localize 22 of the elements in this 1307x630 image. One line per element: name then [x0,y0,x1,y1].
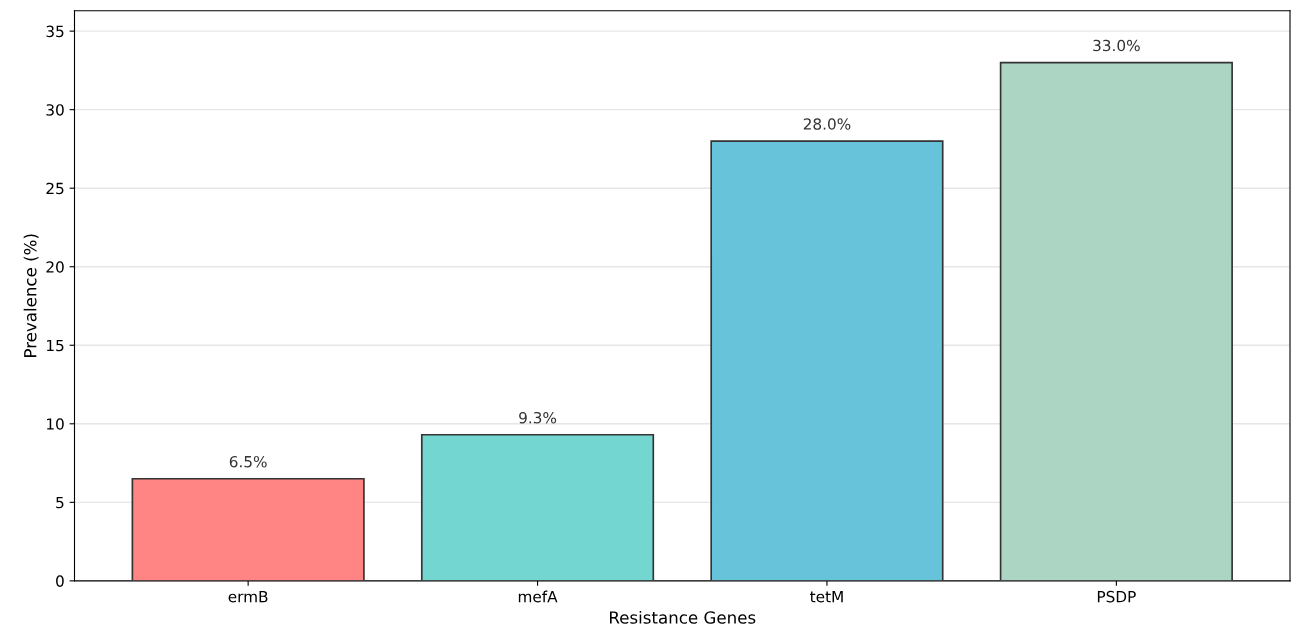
x-tick-label: tetM [810,591,843,603]
bar [420,433,655,581]
y-tick-label: 10 [47,418,64,430]
bar [131,477,365,581]
y-tick-label: 30 [46,104,64,116]
data-label: 28.0% [803,118,851,130]
y-tick-label: 15 [47,339,64,352]
x-tick-label: PSDP [1097,590,1136,603]
x-axis-title: Resistance Genes [610,610,756,624]
data-label: 9.3% [519,411,557,424]
bar [710,140,944,581]
y-tick-label: 25 [46,182,64,195]
y-tick-label: 5 [56,496,64,509]
x-tick-label: ermB [228,591,268,603]
data-label: 33.0% [1093,39,1140,52]
y-tick-label: 20 [46,261,64,273]
data-label: 6.5% [229,455,267,468]
y-tick-label: 35 [46,25,64,38]
x-tick-label: mefA [518,590,558,603]
y-axis-title: Prevalence (%) [23,234,39,357]
y-tick-label: 0 [56,575,64,587]
bar [999,61,1233,581]
